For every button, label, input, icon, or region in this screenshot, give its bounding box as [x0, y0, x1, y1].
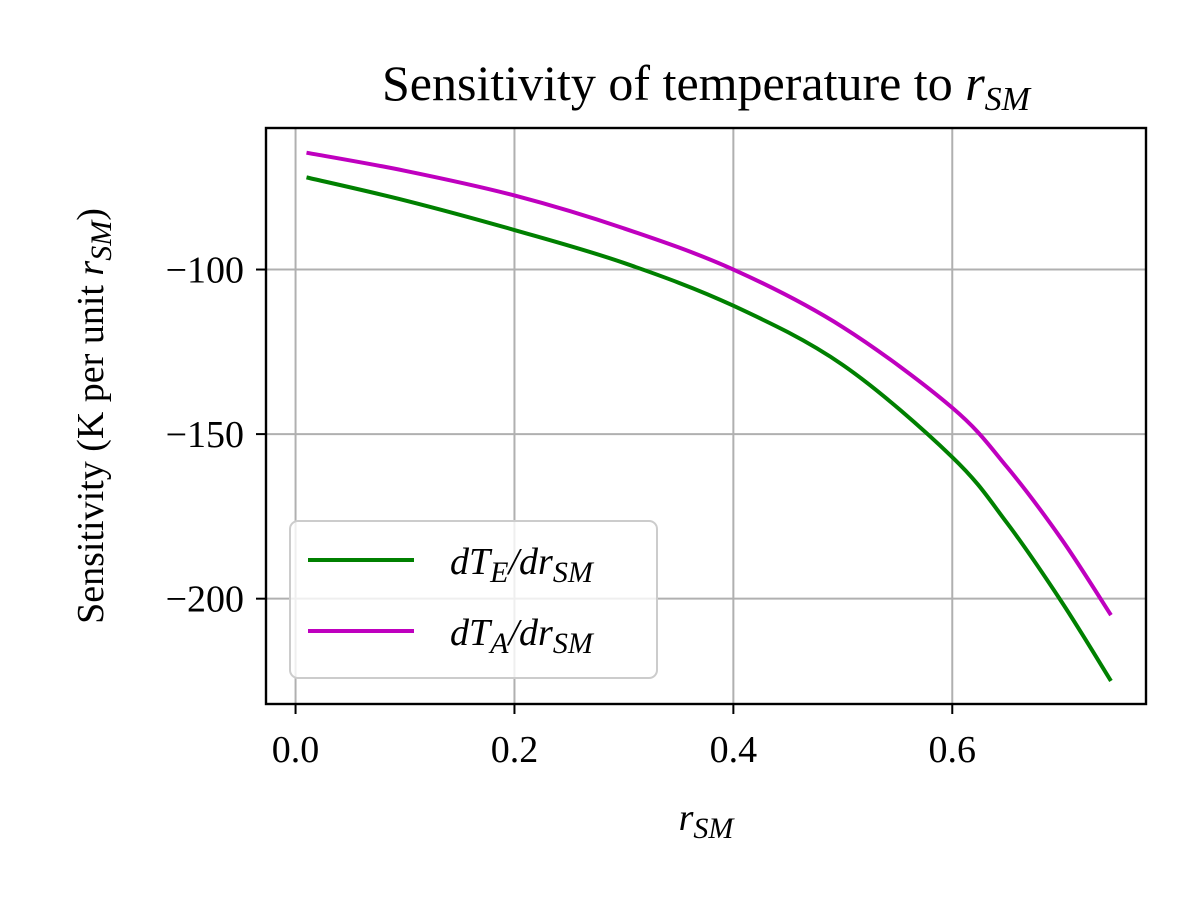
x-axis-label: rSM: [679, 797, 736, 845]
y-tick-label: −150: [166, 414, 244, 456]
y-tick-label: −200: [166, 579, 244, 621]
y-axis-label-before: Sensitivity (K per unit: [70, 276, 112, 624]
legend-1-sub1: A: [488, 627, 509, 660]
legend-1-mid: /dr: [506, 612, 553, 654]
legend-0-sub1: E: [489, 556, 508, 589]
legend-1-d: d: [450, 612, 470, 654]
legend-0-mid: /dr: [506, 541, 553, 583]
y-tick-label: −100: [166, 250, 244, 292]
plot-frame: [264, 126, 1148, 706]
y-axis-label-var: r: [70, 261, 112, 276]
legend: dTE/drSM dTA/drSM: [289, 520, 658, 679]
legend-0-d: d: [450, 541, 470, 583]
series-line-0: [306, 175, 1113, 683]
legend-label-1: dTA/drSM: [450, 612, 595, 660]
series-lines: [306, 150, 1113, 683]
x-tick-label: 0.4: [710, 729, 758, 771]
chart-title: Sensitivity of temperature to rSM: [382, 55, 1032, 118]
x-axis-label-var: r: [679, 797, 694, 839]
legend-1-T: T: [469, 612, 493, 654]
y-axis-label-var-sub: SM: [85, 219, 118, 261]
legend-1-sub2: SM: [553, 627, 595, 660]
x-tick-label: 0.6: [929, 729, 977, 771]
legend-0-sub2: SM: [553, 556, 595, 589]
chart-title-var: r: [965, 55, 985, 111]
x-axis-label-var-sub: SM: [693, 812, 735, 845]
x-tick-label: 0.2: [491, 729, 539, 771]
x-tick-label: 0.0: [272, 729, 320, 771]
ticks: 0.0 0.2 0.4 0.6 −100 −150 −200: [166, 250, 976, 771]
chart-title-text: Sensitivity of temperature to: [382, 55, 965, 111]
legend-0-T: T: [469, 541, 493, 583]
y-axis-label-after: ): [70, 208, 112, 221]
chart-title-var-sub: SM: [985, 81, 1032, 118]
y-axis-label: Sensitivity (K per unit rSM): [70, 208, 118, 624]
series-line-1: [306, 150, 1113, 617]
legend-label-0: dTE/drSM: [450, 541, 595, 589]
